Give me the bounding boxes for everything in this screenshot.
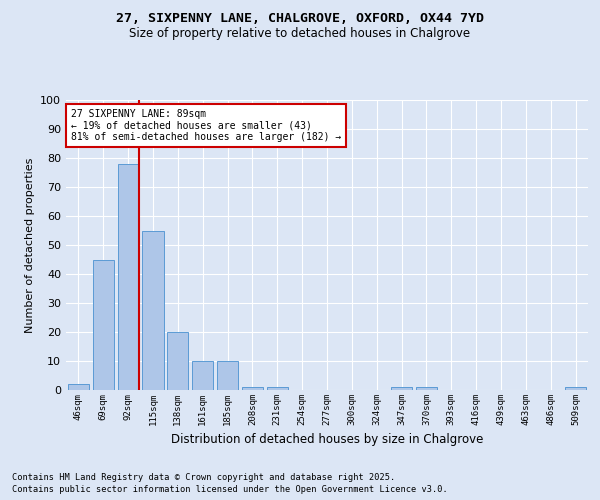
Text: Size of property relative to detached houses in Chalgrove: Size of property relative to detached ho… (130, 28, 470, 40)
Text: Contains public sector information licensed under the Open Government Licence v3: Contains public sector information licen… (12, 485, 448, 494)
Bar (118, 164, 139, 390)
Bar (565, 387, 586, 390)
Bar (142, 230, 164, 390)
Bar (267, 387, 288, 390)
Text: 27, SIXPENNY LANE, CHALGROVE, OXFORD, OX44 7YD: 27, SIXPENNY LANE, CHALGROVE, OXFORD, OX… (116, 12, 484, 26)
Bar (416, 387, 437, 390)
Text: 27 SIXPENNY LANE: 89sqm
← 19% of detached houses are smaller (43)
81% of semi-de: 27 SIXPENNY LANE: 89sqm ← 19% of detache… (71, 108, 341, 142)
Bar (68, 384, 89, 390)
Bar (242, 387, 263, 390)
Y-axis label: Number of detached properties: Number of detached properties (25, 158, 35, 332)
Bar (391, 387, 412, 390)
Bar (93, 260, 114, 390)
Bar (192, 361, 213, 390)
Text: Contains HM Land Registry data © Crown copyright and database right 2025.: Contains HM Land Registry data © Crown c… (12, 472, 395, 482)
Bar (167, 332, 188, 390)
Bar (217, 361, 238, 390)
X-axis label: Distribution of detached houses by size in Chalgrove: Distribution of detached houses by size … (171, 434, 483, 446)
